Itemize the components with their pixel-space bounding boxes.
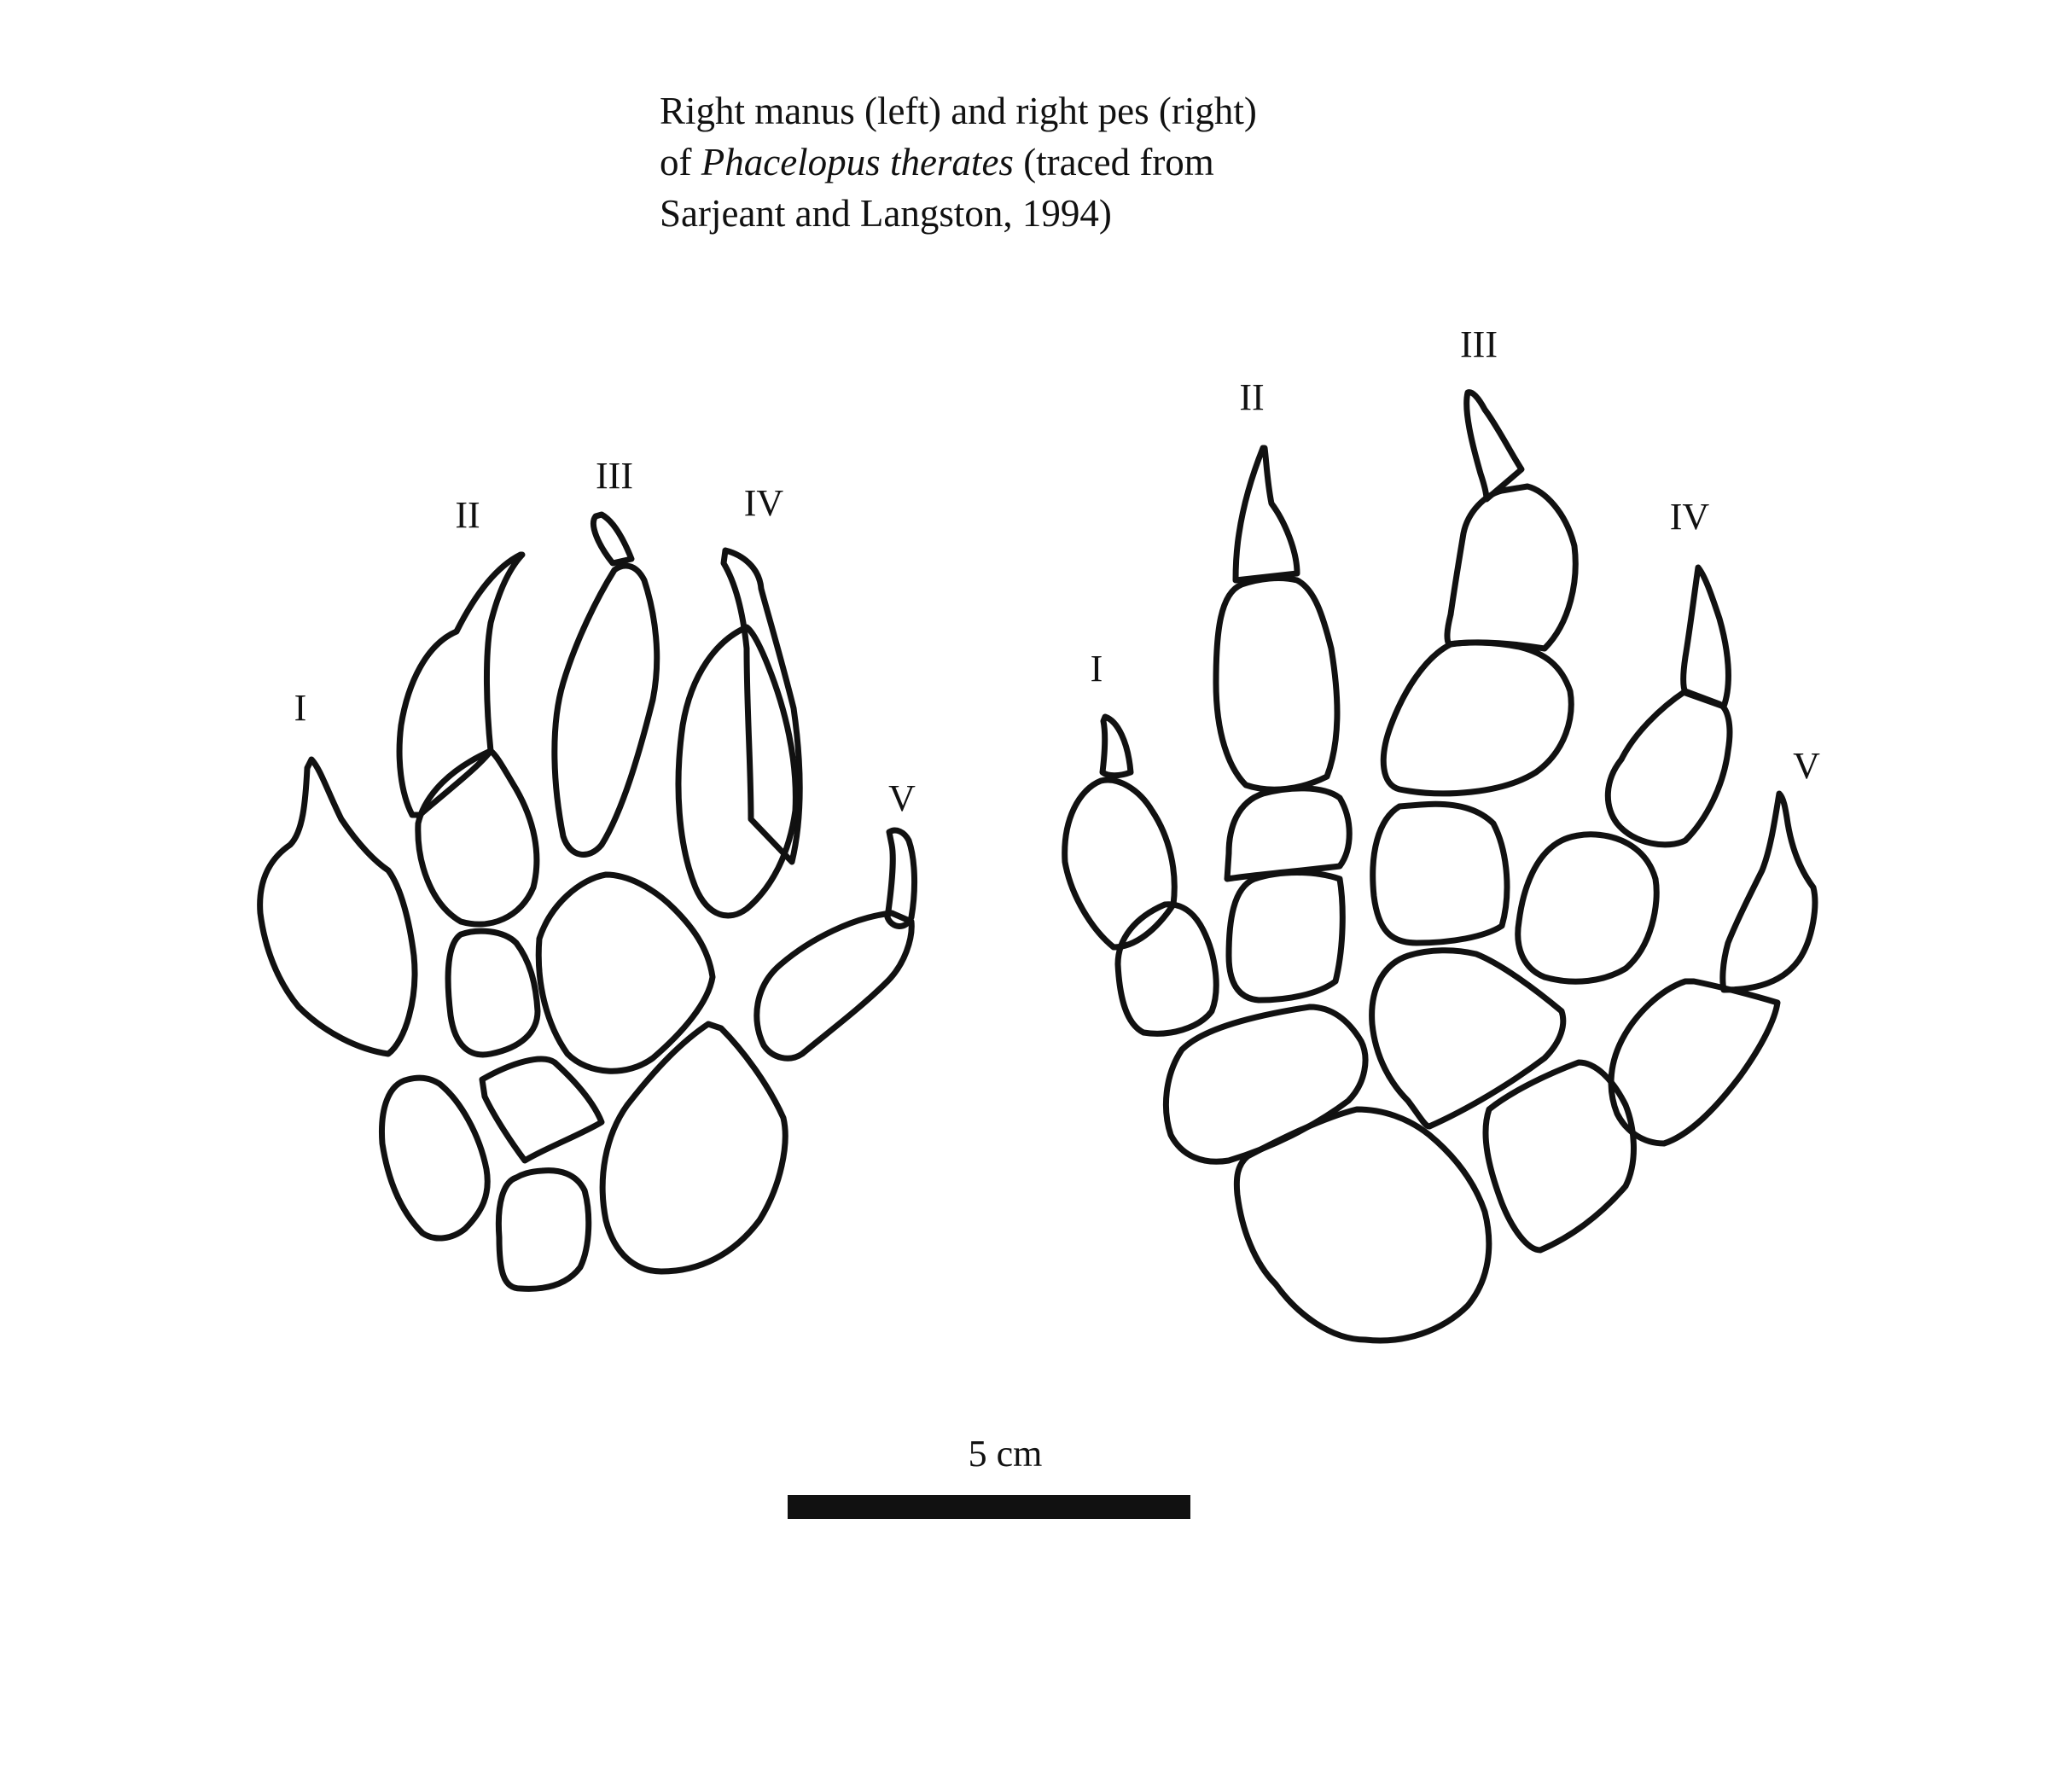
pes-digit-II-pad-middle — [1224, 785, 1353, 882]
pes-digit-label-I: I — [1091, 648, 1103, 689]
pes-digit-IV-pad-distal — [1604, 688, 1733, 848]
pes-pad-central — [1369, 947, 1567, 1130]
manus-digit-IV-pad — [675, 624, 799, 919]
manus-pad-lower-left — [378, 1074, 491, 1242]
manus-pad-mid-left — [445, 928, 541, 1058]
pes-digit-IV-claw — [1680, 564, 1731, 710]
scale-bar: 5 cm — [788, 1433, 1190, 1519]
manus-digit-III-pad — [551, 562, 660, 858]
manus-digit-I-pad — [257, 756, 418, 1057]
manus-pad-central — [535, 871, 716, 1074]
manus-digit-label-V: V — [888, 777, 916, 819]
manus-digit-V-pad — [753, 910, 915, 1062]
caption-line-2-prefix: of — [660, 141, 701, 183]
pes-pad-left-metatarsal — [1162, 1004, 1369, 1165]
pes-digit-I-claw — [1099, 713, 1134, 779]
scale-bar-line — [788, 1495, 1190, 1519]
manus-digit-III-claw — [590, 511, 635, 567]
pes-digit-V-pad — [1608, 978, 1781, 1147]
manus-digit-label-IV: IV — [744, 482, 784, 524]
pes-digit-label-V: V — [1793, 745, 1820, 787]
caption-line-3: Sarjeant and Langston, 1994) — [660, 192, 1112, 235]
manus-footprint: I II III IV V — [257, 455, 918, 1292]
pes-digit-label-IV: IV — [1670, 496, 1710, 538]
pes-digit-II-pad-distal — [1213, 575, 1341, 793]
pes-footprint: I II III IV V — [1062, 323, 1820, 1344]
pes-digit-IV-pad-proximal — [1515, 831, 1660, 985]
caption-line-2-suffix: (traced from — [1013, 141, 1214, 183]
pes-pad-right-metatarsal — [1482, 1059, 1637, 1254]
manus-pad-bottom-right — [599, 1021, 788, 1275]
pes-digit-III-claw — [1463, 389, 1525, 503]
pes-digit-III-pad-distal — [1444, 483, 1579, 652]
pes-digit-III-pad-middle — [1380, 639, 1574, 797]
manus-digit-II-claw — [396, 551, 526, 818]
pes-digit-label-II: II — [1239, 376, 1264, 418]
manus-digit-II-pad — [415, 748, 540, 928]
caption-line-2: of Phacelopus therates (traced from — [660, 137, 1428, 188]
pes-digit-II-claw — [1232, 445, 1300, 584]
pes-digit-V-claw — [1719, 790, 1818, 993]
pes-digit-I-pad-distal — [1062, 777, 1178, 951]
manus-digit-V-claw — [884, 827, 918, 929]
pes-digit-II-pad-proximal — [1225, 870, 1346, 1004]
pes-digit-label-III: III — [1460, 323, 1498, 365]
pes-pad-heel — [1233, 1106, 1492, 1344]
manus-pad-bottom-center — [495, 1167, 592, 1292]
species-name: Phacelopus therates — [701, 141, 1014, 183]
pes-digit-III-pad-proximal — [1370, 800, 1510, 946]
manus-digit-label-II: II — [455, 494, 480, 536]
manus-digit-IV-claw — [720, 547, 803, 865]
manus-pad-lower-small — [479, 1056, 605, 1164]
scale-bar-label: 5 cm — [969, 1433, 1043, 1475]
manus-digit-label-III: III — [596, 455, 633, 497]
figure-caption: Right manus (left) and right pes (right)… — [660, 85, 1428, 239]
caption-line-1: Right manus (left) and right pes (right) — [660, 90, 1257, 132]
pes-digit-I-pad-proximal — [1114, 901, 1219, 1037]
manus-digit-label-I: I — [294, 687, 307, 729]
